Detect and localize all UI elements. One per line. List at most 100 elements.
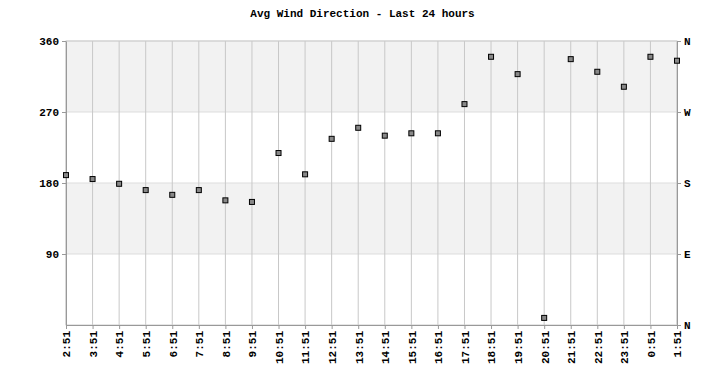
tick-label: 23:51 — [619, 331, 631, 364]
point — [303, 172, 308, 177]
tick: 8:51 — [221, 325, 233, 357]
tick: 1:51 — [672, 325, 684, 357]
tick-mark — [677, 254, 681, 255]
tick: N — [677, 36, 691, 48]
tick: 6:51 — [168, 325, 180, 357]
tick-mark — [571, 325, 572, 329]
tick: 18:51 — [486, 325, 498, 364]
grid-line — [384, 41, 385, 325]
tick: 15:51 — [407, 325, 419, 364]
tick-label: W — [684, 107, 691, 119]
title: Avg Wind Direction - Last 24 hours — [250, 8, 474, 20]
tick: 16:51 — [433, 325, 445, 364]
tick-label: 5:51 — [141, 331, 153, 358]
tick: 4:51 — [114, 325, 126, 357]
grid-line — [597, 41, 598, 325]
tick-mark — [438, 325, 439, 329]
tick-mark — [650, 325, 651, 329]
tick-mark — [358, 325, 359, 329]
grid-line — [66, 183, 677, 184]
tick-label: 4:51 — [114, 331, 126, 358]
grid-line — [544, 41, 545, 325]
point — [170, 192, 175, 197]
grid-line — [331, 41, 332, 325]
tick-label: 20:51 — [540, 331, 552, 364]
grid-line — [623, 41, 624, 325]
tick: E — [677, 249, 691, 261]
tick-mark — [62, 41, 66, 42]
tick-label: 22:51 — [593, 331, 605, 364]
tick: 20:51 — [540, 325, 552, 364]
grid-line — [491, 41, 492, 325]
tick-mark — [62, 183, 66, 184]
band — [66, 41, 677, 112]
grid-line — [278, 41, 279, 325]
tick-mark — [66, 325, 67, 329]
tick: 5:51 — [141, 325, 153, 357]
point — [568, 57, 573, 62]
tick-label: 1:51 — [672, 331, 684, 358]
tick-mark — [93, 325, 94, 329]
tick: 270 — [39, 107, 66, 119]
point — [542, 315, 547, 320]
grid-line — [225, 41, 226, 325]
point — [117, 181, 122, 186]
tick-mark — [332, 325, 333, 329]
tick-mark — [597, 325, 598, 329]
y2-axis: N E S W N — [677, 36, 691, 332]
tick-label: S — [684, 178, 691, 190]
point — [276, 151, 281, 156]
point — [409, 131, 414, 136]
tick-mark — [385, 325, 386, 329]
grid-line — [251, 41, 252, 325]
tick: 2:51 — [61, 325, 73, 357]
point — [515, 72, 520, 77]
grid-line — [411, 41, 412, 325]
point — [675, 58, 680, 63]
tick-mark — [411, 325, 412, 329]
tick-mark — [146, 325, 147, 329]
grid — [66, 41, 677, 325]
tick-mark — [677, 112, 681, 113]
tick: 7:51 — [194, 325, 206, 357]
grid-line — [358, 41, 359, 325]
tick-label: N — [684, 320, 691, 332]
tick: 21:51 — [566, 325, 578, 364]
tick: 90 — [46, 249, 66, 261]
tick-mark — [119, 325, 120, 329]
tick-mark — [518, 325, 519, 329]
tick: N — [677, 320, 691, 332]
grid-line — [66, 112, 677, 113]
tick-mark — [491, 325, 492, 329]
tick-label: N — [684, 36, 691, 48]
tick: 17:51 — [460, 325, 472, 364]
grid-line — [172, 41, 173, 325]
tick: 10:51 — [274, 325, 286, 364]
tick-label: 19:51 — [513, 331, 525, 364]
axis-line — [66, 42, 67, 326]
grid-line — [464, 41, 465, 325]
point — [143, 188, 148, 193]
tick-label: 0:51 — [646, 331, 658, 358]
tick: 3:51 — [88, 325, 100, 357]
bands — [66, 41, 677, 254]
tick-mark — [199, 325, 200, 329]
tick-mark — [624, 325, 625, 329]
tick: 19:51 — [513, 325, 525, 364]
tick-mark — [225, 325, 226, 329]
point — [356, 125, 361, 130]
tick-mark — [677, 183, 681, 184]
tick: 12:51 — [327, 325, 339, 364]
point — [648, 54, 653, 59]
point — [329, 136, 334, 141]
tick-mark — [305, 325, 306, 329]
tick-label: 21:51 — [566, 331, 578, 364]
tick-mark — [62, 254, 66, 255]
tick: 22:51 — [593, 325, 605, 364]
point — [249, 199, 254, 204]
grid-line — [66, 254, 677, 255]
tick-label: 8:51 — [221, 331, 233, 358]
tick-label: 11:51 — [300, 331, 312, 364]
plot-frame — [66, 41, 677, 325]
tick-mark — [252, 325, 253, 329]
